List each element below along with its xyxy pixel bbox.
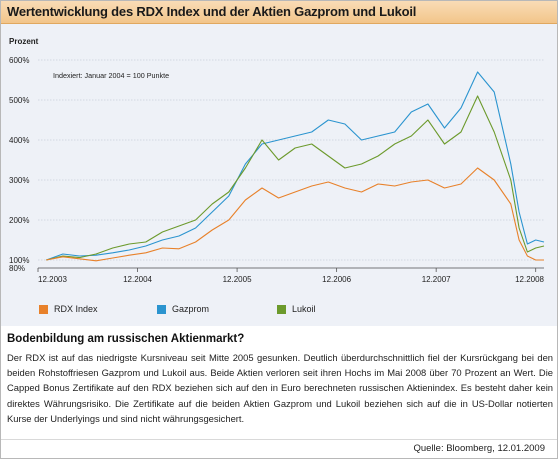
x-tick-label: 12.2005 bbox=[223, 275, 252, 284]
legend-label-rdx: RDX Index bbox=[54, 304, 98, 314]
header-title: Wertentwicklung des RDX Index und der Ak… bbox=[7, 4, 417, 19]
legend-label-lukoil: Lukoil bbox=[292, 304, 316, 314]
line-chart: 80%100% 200% 300% 400% 500% 600% Prozent Indexi… bbox=[9, 37, 545, 284]
x-tick-label: 12.2003 bbox=[38, 275, 67, 284]
legend-label-gazprom: Gazprom bbox=[172, 304, 210, 314]
y-tick-label: 80% bbox=[9, 264, 25, 273]
source-note: Quelle: Bloomberg, 12.01.2009 bbox=[413, 443, 545, 454]
legend-swatch-rdx bbox=[39, 304, 48, 314]
legend-item-gazprom: Gazprom bbox=[157, 304, 209, 314]
y-tick-label: 200% bbox=[9, 216, 29, 225]
y-tick-label: 500% bbox=[9, 96, 29, 105]
x-tick-label: 12.2008 bbox=[515, 275, 544, 284]
y-tick-label: 100% bbox=[9, 256, 29, 265]
series-line-lukoil bbox=[46, 95, 545, 261]
divider bbox=[1, 439, 557, 440]
legend-item-lukoil: Lukoil bbox=[277, 304, 316, 314]
x-tick-label: 12.2004 bbox=[123, 275, 152, 284]
text-title: Bodenbildung am russischen Aktienmarkt? bbox=[7, 333, 245, 345]
legend-swatch-gazprom bbox=[157, 304, 166, 314]
chart-annotation: Indexiert: Januar 2004 = 100 Punkte bbox=[53, 71, 169, 80]
series-line-gazprom bbox=[46, 71, 545, 261]
y-tick-label: 300% bbox=[9, 176, 29, 185]
x-tick-label: 12.2007 bbox=[422, 275, 451, 284]
legend-item-rdx: RDX Index bbox=[39, 304, 98, 314]
series-line-rdx bbox=[46, 167, 544, 262]
chart-panel: 80% 100% 200% 300% 400% 500% 600% Prozent Indexi… bbox=[1, 24, 557, 326]
text-section: Bodenbildung am russischen Aktienmarkt? … bbox=[7, 333, 553, 426]
header-bar: Wertentwicklung des RDX Index und der Ak… bbox=[1, 1, 557, 24]
y-axis-title: Prozent bbox=[9, 37, 39, 46]
y-tick-label: 600% bbox=[9, 56, 29, 65]
x-tick-label: 12.2006 bbox=[322, 275, 351, 284]
text-body: Der RDX ist auf das niedrigste Kursnivea… bbox=[7, 352, 553, 424]
legend-swatch-lukoil bbox=[277, 304, 286, 314]
y-tick-label: 400% bbox=[9, 136, 29, 145]
